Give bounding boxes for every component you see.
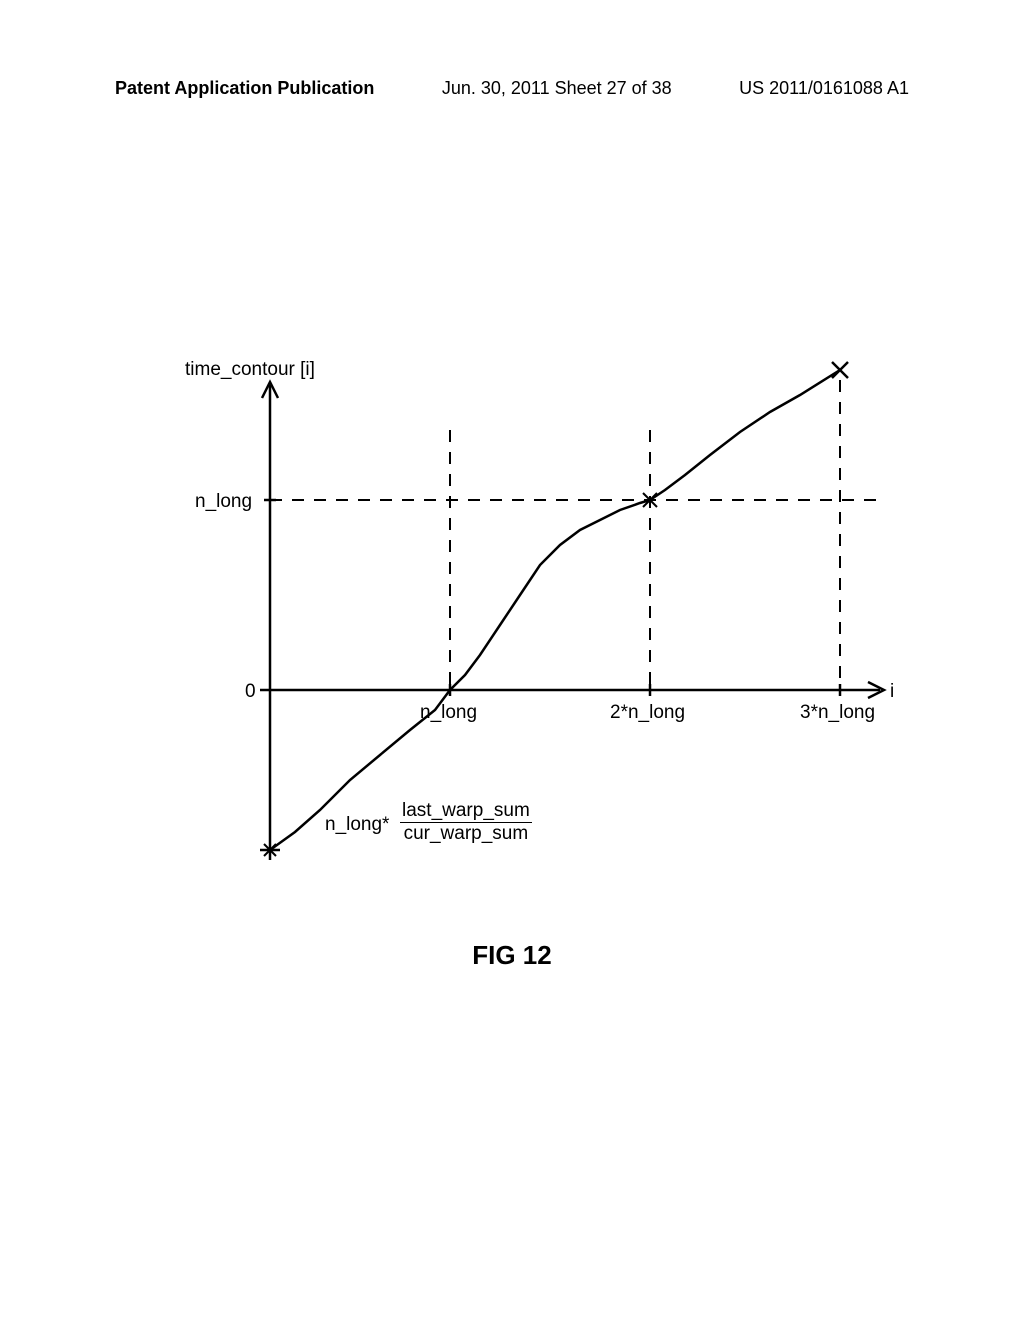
xtick-label-nlong: n_long <box>420 702 477 723</box>
time-contour-curve <box>270 370 840 850</box>
header-center: Jun. 30, 2011 Sheet 27 of 38 <box>442 78 672 99</box>
figure-caption: FIG 12 <box>472 940 551 971</box>
header-left: Patent Application Publication <box>115 78 374 99</box>
fraction-denominator: cur_warp_sum <box>400 823 532 845</box>
ytick-label-nlong: n_long <box>195 491 252 512</box>
fraction-numerator: last_warp_sum <box>400 800 532 823</box>
ytick-label-zero: 0 <box>245 681 256 702</box>
xtick-label-3nlong: 3*n_long <box>800 702 875 723</box>
xtick-label-2nlong: 2*n_long <box>610 702 685 723</box>
time-contour-chart: time_contour [i] n_long 0 n_long 2*n_lon… <box>120 360 900 860</box>
warp-sum-fraction: last_warp_sum cur_warp_sum <box>400 800 532 845</box>
header-right: US 2011/0161088 A1 <box>739 78 909 99</box>
y-axis-title: time_contour [i] <box>185 360 315 380</box>
page-header: Patent Application Publication Jun. 30, … <box>0 78 1024 99</box>
bottom-label-prefix: n_long* <box>325 814 390 835</box>
x-axis-title: i <box>890 681 894 702</box>
